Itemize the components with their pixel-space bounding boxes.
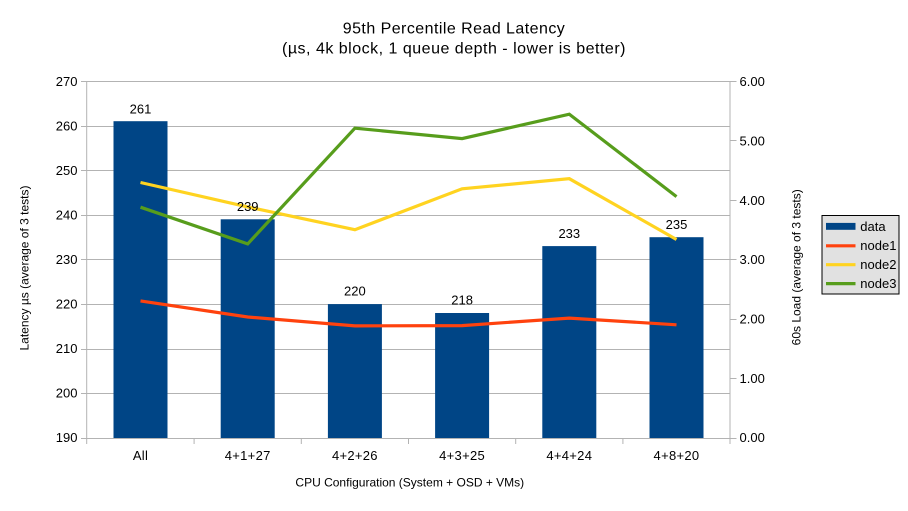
svg-text:All: All: [133, 448, 148, 463]
svg-text:4+4+24: 4+4+24: [546, 448, 592, 463]
svg-text:0.00: 0.00: [740, 430, 765, 445]
svg-text:3.00: 3.00: [740, 252, 765, 267]
svg-text:CPU Configuration (System + OS: CPU Configuration (System + OSD + VMs): [295, 475, 524, 489]
svg-text:270: 270: [56, 74, 78, 89]
svg-text:190: 190: [56, 430, 78, 445]
svg-text:node1: node1: [860, 238, 896, 253]
svg-text:data: data: [860, 219, 886, 234]
svg-text:4+1+27: 4+1+27: [225, 448, 271, 463]
svg-text:node2: node2: [860, 257, 896, 272]
svg-text:260: 260: [56, 119, 78, 134]
svg-text:6.00: 6.00: [740, 74, 765, 89]
svg-text:95th Percentile Read Latency: 95th Percentile Read Latency: [343, 21, 566, 38]
svg-text:1.00: 1.00: [740, 371, 765, 386]
svg-text:230: 230: [56, 252, 78, 267]
svg-text:60s Load (average of 3 tests): 60s Load (average of 3 tests): [790, 189, 804, 345]
svg-text:261: 261: [130, 101, 152, 116]
svg-text:200: 200: [56, 386, 78, 401]
svg-text:240: 240: [56, 208, 78, 223]
svg-text:4+3+25: 4+3+25: [439, 448, 485, 463]
svg-text:Latency µs (average of 3 tests: Latency µs (average of 3 tests): [18, 186, 32, 351]
svg-text:4+2+26: 4+2+26: [332, 448, 378, 463]
svg-text:node3: node3: [860, 276, 896, 291]
svg-text:220: 220: [344, 284, 366, 299]
svg-text:220: 220: [56, 297, 78, 312]
svg-text:4.00: 4.00: [740, 193, 765, 208]
svg-text:(µs, 4k block, 1 queue depth -: (µs, 4k block, 1 queue depth - lower is …: [282, 40, 626, 57]
svg-text:2.00: 2.00: [740, 311, 765, 326]
svg-text:235: 235: [666, 217, 688, 232]
svg-text:233: 233: [558, 226, 580, 241]
svg-text:239: 239: [237, 199, 259, 214]
svg-text:5.00: 5.00: [740, 133, 765, 148]
svg-text:250: 250: [56, 163, 78, 178]
svg-text:210: 210: [56, 341, 78, 356]
svg-text:4+8+20: 4+8+20: [654, 448, 700, 463]
svg-text:218: 218: [451, 293, 473, 308]
